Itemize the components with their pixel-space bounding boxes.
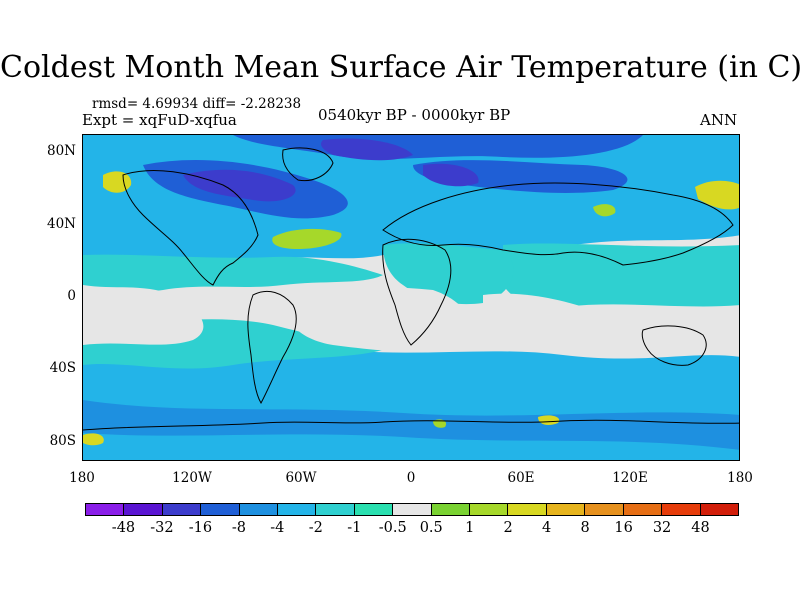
colorbar-label: 1 (465, 520, 475, 536)
colorbar-label: -48 (111, 520, 136, 536)
colorbar-swatch (354, 503, 394, 516)
coast-antarctica (83, 419, 739, 431)
colorbar-label: -1 (347, 520, 362, 536)
colorbar-label: 48 (691, 520, 710, 536)
coast-australia (641, 325, 707, 366)
y-tick-80s: 80S (49, 433, 76, 449)
colorbar-label: -0.5 (378, 520, 407, 536)
colorbar-swatch (162, 503, 202, 516)
colorbar (85, 503, 739, 516)
greenland-deep-cold (183, 169, 296, 202)
coast-north-america (122, 170, 259, 286)
siberia-deep-cold (423, 163, 479, 187)
colorbar-swatch (316, 503, 355, 516)
warm-anomaly-antarctic-1 (538, 415, 560, 425)
x-tick-0: 0 (406, 470, 416, 486)
colorbar-swatch (700, 503, 739, 516)
warm-anomaly-antarctic-2 (83, 433, 104, 446)
colorbar-swatch (508, 503, 547, 516)
season-label: ANN (700, 111, 738, 129)
y-tick-80n: 80N (47, 143, 76, 159)
warm-anomaly-north-atlantic (272, 228, 342, 249)
coastlines (83, 147, 739, 431)
antarctic-darker-band (83, 400, 739, 450)
coast-greenland (282, 147, 334, 182)
indian-ocean-neutral (483, 293, 604, 342)
tropical-teal-pacific (503, 243, 739, 308)
coast-eurasia (382, 182, 734, 266)
colorbar-label: -32 (150, 520, 174, 536)
map-panel (82, 134, 740, 461)
colorbar-label: -8 (231, 520, 246, 536)
colorbar-swatch (239, 503, 279, 516)
period-label: 0540kyr BP - 0000kyr BP (318, 106, 511, 124)
colorbar-swatch (85, 503, 125, 516)
colorbar-swatch (124, 503, 163, 516)
colorbar-swatch (546, 503, 586, 516)
colorbar-swatch (278, 503, 317, 516)
coast-south-america (247, 290, 297, 405)
colorbar-label: 0.5 (419, 520, 443, 536)
y-tick-0: 0 (67, 288, 76, 304)
y-tick-40n: 40N (47, 216, 76, 232)
x-tick-60w: 60W (285, 470, 317, 486)
colorbar-label: -4 (270, 520, 285, 536)
colorbar-label: 8 (580, 520, 590, 536)
rmsd-diff-stats: rmsd= 4.69934 diff= -2.28238 (92, 96, 302, 112)
colorbar-swatch (585, 503, 624, 516)
south-pacific-neutral (83, 285, 204, 345)
experiment-label: Expt = xqFuD-xqfua (82, 111, 237, 129)
colorbar-label: 16 (614, 520, 633, 536)
south-atlantic-neutral (283, 286, 472, 352)
north-central-cold (321, 138, 413, 161)
warm-anomaly-bering (103, 171, 132, 193)
colorbar-label: 32 (652, 520, 672, 536)
x-tick-120e: 120E (612, 470, 648, 486)
x-tick-120w: 120W (172, 470, 212, 486)
colorbar-swatch (431, 503, 471, 516)
x-tick-180w: 180 (69, 470, 95, 486)
colorbar-label: 2 (503, 520, 513, 536)
colorbar-swatch (623, 503, 663, 516)
y-tick-40s: 40S (49, 360, 76, 376)
colorbar-label: -2 (308, 520, 323, 536)
colorbar-label: 4 (542, 520, 552, 536)
anomaly-field-map (83, 135, 739, 460)
x-tick-60e: 60E (507, 470, 535, 486)
colorbar-swatch (201, 503, 240, 516)
warm-anomaly-antarctic-3 (433, 419, 447, 428)
warm-anomaly-siberia (593, 204, 616, 217)
warm-anomaly-east-asia (695, 180, 739, 210)
x-tick-180e: 180 (727, 470, 753, 486)
colorbar-swatch (662, 503, 701, 516)
map-title: Coldest Month Mean Surface Air Temperatu… (0, 50, 800, 85)
colorbar-swatch (470, 503, 509, 516)
west-pacific-neutral (637, 308, 739, 350)
tropical-teal-atlantic (83, 254, 383, 292)
colorbar-swatch (393, 503, 432, 516)
colorbar-label: -16 (188, 520, 213, 536)
